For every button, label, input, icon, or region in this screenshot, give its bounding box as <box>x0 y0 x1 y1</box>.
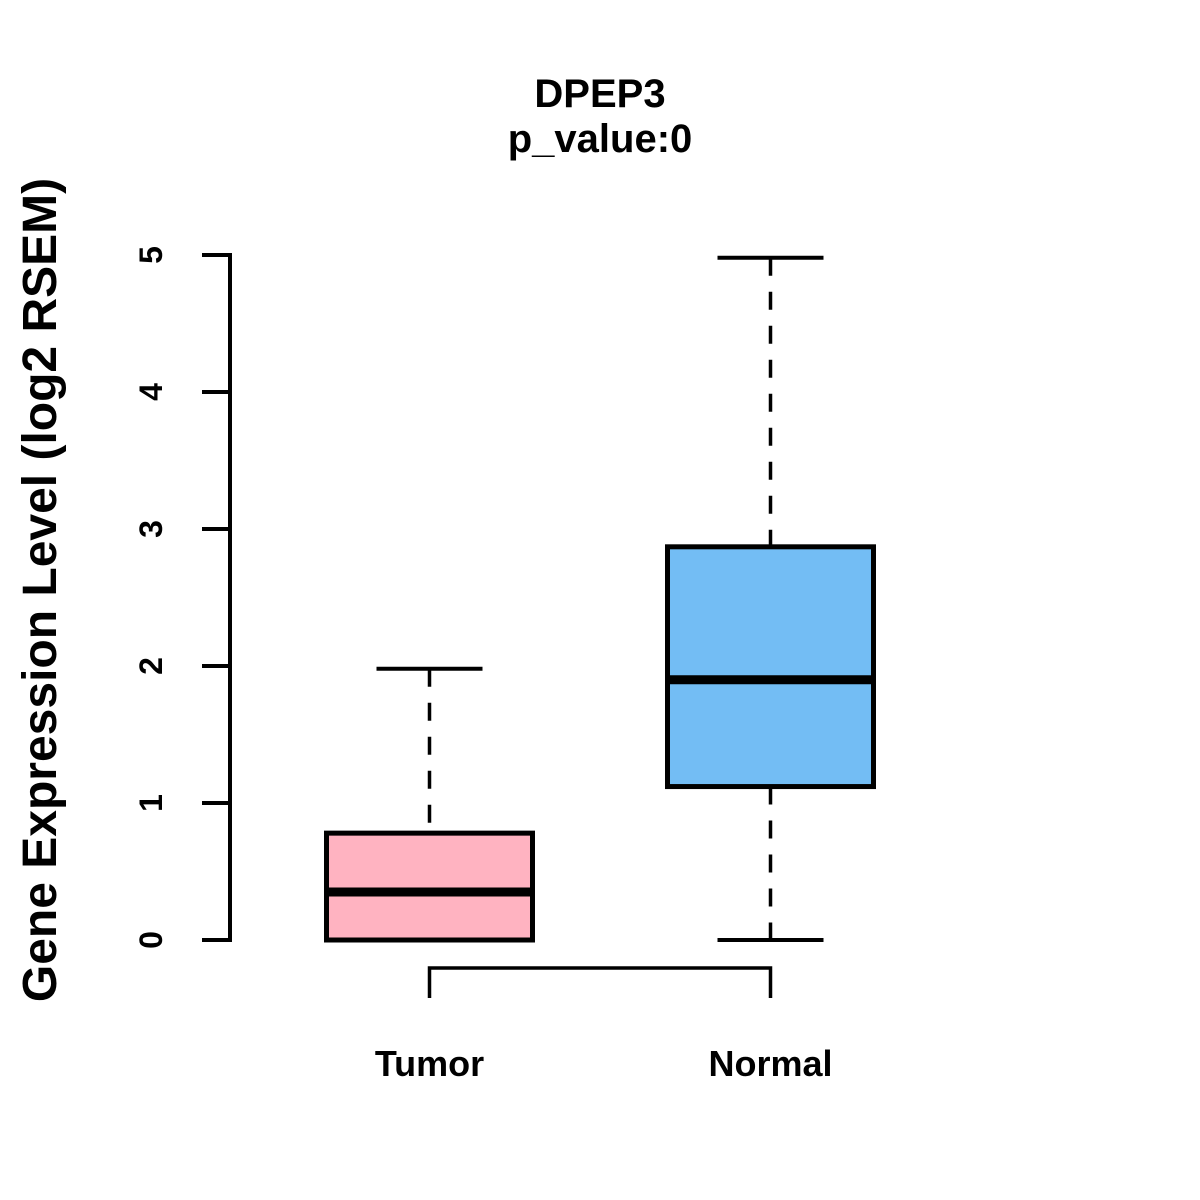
x-category-labels: Tumor Normal <box>375 1043 833 1084</box>
box-tumor <box>324 666 535 943</box>
iqr-box <box>324 830 535 943</box>
y-tick-label: 1 <box>133 794 169 812</box>
bracket-path <box>427 966 773 998</box>
y-axis: 0 1 2 3 4 5 <box>133 246 232 949</box>
chart-subtitle: p_value:0 <box>508 117 693 161</box>
boxplot-series <box>324 255 876 943</box>
y-tick-label: 4 <box>133 383 169 401</box>
box-normal <box>665 255 876 942</box>
chart-title: DPEP3 <box>534 72 665 116</box>
y-tick-label: 3 <box>133 520 169 538</box>
iqr-box <box>665 544 876 790</box>
y-tick-label: 2 <box>133 657 169 675</box>
category-label-tumor: Tumor <box>375 1043 484 1084</box>
y-tick-label: 5 <box>133 246 169 264</box>
category-label-normal: Normal <box>708 1043 832 1084</box>
comparison-bracket <box>427 966 773 998</box>
y-tick-label: 0 <box>133 931 169 949</box>
y-axis-label: Gene Expression Level (log2 RSEM) <box>14 178 67 1002</box>
